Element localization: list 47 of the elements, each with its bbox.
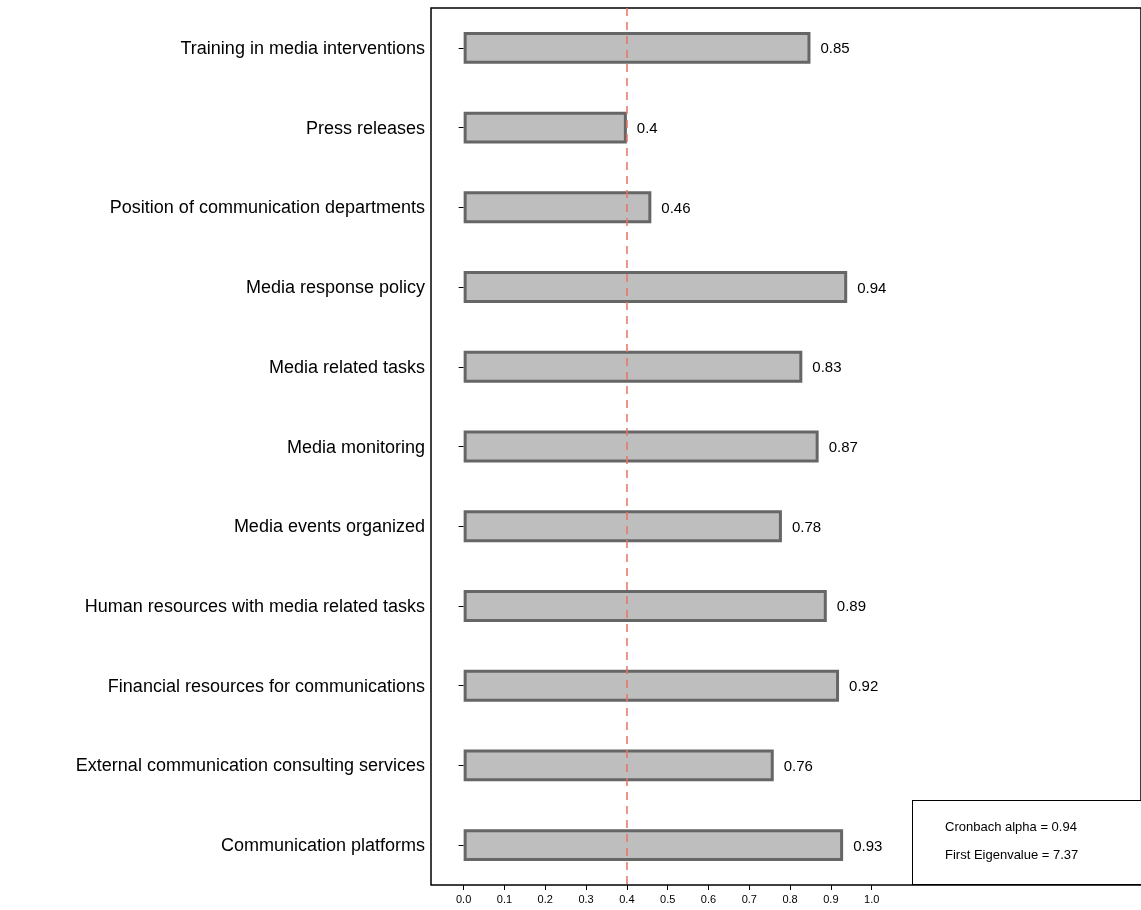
y-tick-label: Human resources with media related tasks [84, 595, 425, 616]
y-tick-label: Communication platforms [220, 835, 425, 856]
x-tick-label: 0.4 [619, 892, 635, 905]
x-tick-label: 0.1 [496, 892, 513, 905]
bar [463, 350, 803, 383]
y-tick-label: Training in media interventions [180, 37, 425, 58]
bar [463, 31, 811, 64]
data-label: 0.78 [791, 517, 822, 535]
data-label: 0.85 [820, 39, 850, 57]
y-tick-label: Financial resources for communications [107, 675, 425, 696]
bar [463, 510, 782, 543]
x-tick-label: 0.0 [456, 892, 472, 905]
data-label: 0.4 [636, 119, 658, 137]
bar [463, 590, 827, 622]
note-box: Cronbach alpha = 0.94 First Eigenvalue = 7.37 [912, 800, 1141, 885]
bar [463, 111, 627, 144]
y-tick-label: External communication consulting services [75, 755, 425, 776]
bar [463, 191, 652, 224]
y-tick-label: Media related tasks [268, 356, 425, 377]
bar [463, 669, 840, 702]
x-tick-label: 0.7 [741, 892, 757, 905]
y-tick-label: Position of communication departments [109, 197, 425, 218]
data-label: 0.93 [853, 836, 883, 854]
x-tick-label: 0.9 [823, 892, 839, 905]
annotation: First Eigenvalue = 7.37 [945, 847, 1080, 864]
bar [463, 430, 819, 463]
data-label: 0.76 [783, 756, 813, 774]
x-tick-label: 0.8 [782, 892, 798, 905]
x-tick-label: 0.3 [578, 892, 594, 905]
y-tick-label: Press releases [305, 117, 425, 138]
y-tick-label: Media response policy [245, 277, 425, 298]
y-tick-label: Media events organized [233, 516, 425, 537]
annotation: Cronbach alpha = 0.94 [945, 819, 1078, 836]
data-label: 0.83 [812, 358, 842, 376]
x-tick-label: 0.6 [700, 892, 717, 905]
x-tick-label: 0.5 [660, 892, 676, 905]
data-label: 0.92 [849, 677, 879, 695]
y-tick-label: Media monitoring [286, 436, 425, 457]
data-label: 0.46 [661, 198, 691, 216]
data-label: 0.94 [857, 278, 887, 296]
bar [463, 749, 774, 782]
data-label: 0.87 [828, 438, 858, 455]
bar [463, 271, 848, 303]
x-tick-label: 0.2 [537, 892, 553, 905]
x-tick-label: 1.0 [864, 892, 880, 905]
bar [463, 829, 844, 862]
data-label: 0.89 [836, 597, 867, 615]
